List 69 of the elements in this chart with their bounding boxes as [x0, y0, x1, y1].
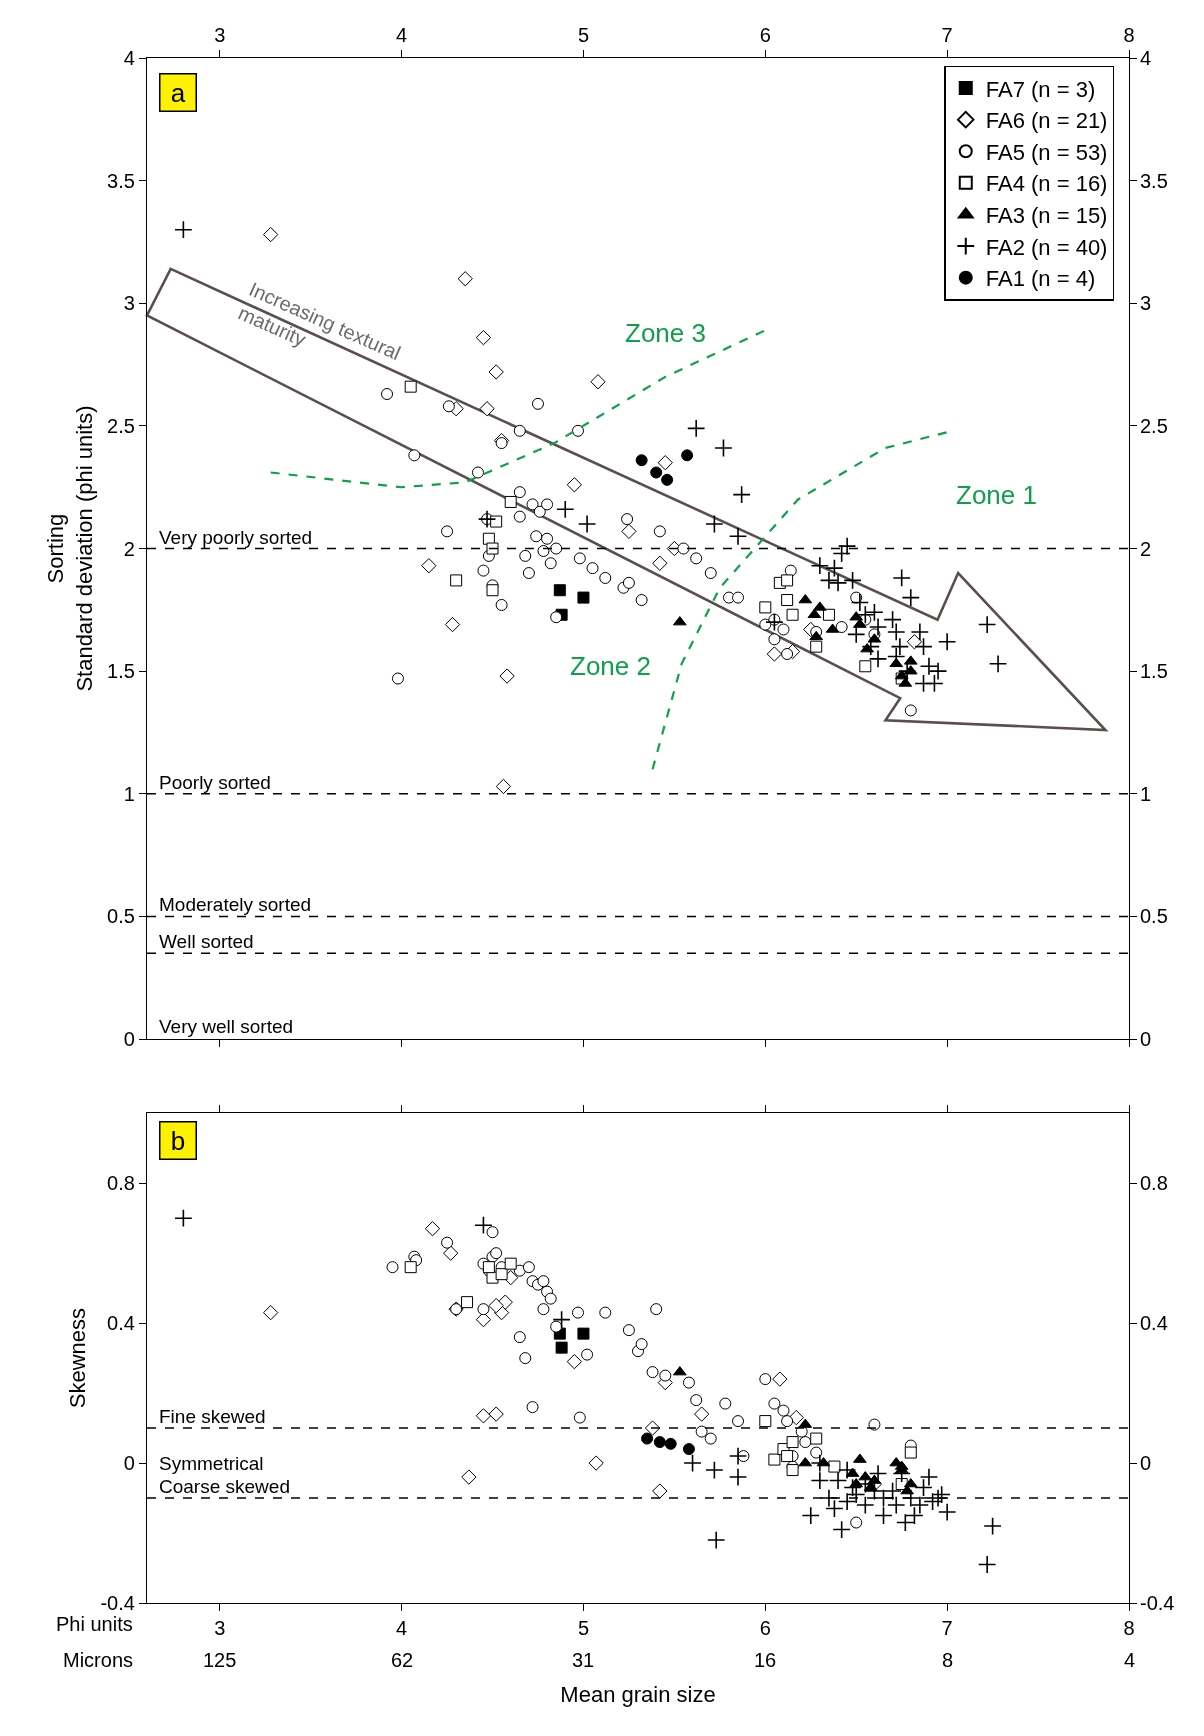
text: a — [163, 77, 193, 108]
legend-label: FA3 (n = 15) — [985, 203, 1108, 229]
x-tick-label: 7 — [941, 1617, 953, 1640]
y2-tick-label: -0.4 — [1140, 1592, 1175, 1614]
x-tick-label: 3 — [214, 23, 226, 46]
annotation: Zone 1 — [956, 480, 1037, 510]
y-tick-label: 1 — [123, 782, 135, 805]
x2-tick-label: 125 — [203, 1649, 237, 1671]
x-tick-label: 6 — [759, 23, 771, 46]
legend-label: FA2 (n = 40) — [985, 234, 1108, 260]
annotation: Zone 2 — [570, 651, 651, 681]
y2-tick-label: 2 — [1140, 538, 1152, 560]
y-tick-label: 1.5 — [107, 660, 135, 683]
y2-tick-label: 0.4 — [1140, 1312, 1168, 1334]
x-tick-label: 8 — [1123, 23, 1135, 46]
text: Phi units — [56, 1613, 133, 1635]
y-tick-label: 0 — [123, 1452, 135, 1475]
x-tick-label: 8 — [1123, 1617, 1135, 1640]
y2-tick-label: 0.5 — [1140, 905, 1168, 927]
y-tick-label: 0.5 — [107, 905, 135, 928]
annotation: Symmetrical — [159, 1453, 264, 1474]
annotation: Zone 3 — [625, 318, 706, 348]
legend-label: FA5 (n = 53) — [985, 139, 1108, 165]
text: b — [163, 1125, 193, 1156]
x-tick-label: 5 — [577, 23, 589, 46]
y-tick-label: 2 — [123, 537, 135, 560]
y-tick-label: 2.5 — [107, 414, 135, 437]
y2-tick-label: 3.5 — [1140, 170, 1168, 192]
y2-tick-label: 0.8 — [1140, 1172, 1168, 1194]
ref-line-label: Moderately sorted — [159, 894, 312, 915]
x-axis-title: Mean grain size — [560, 1682, 716, 1707]
legend-label: FA6 (n = 21) — [985, 108, 1108, 134]
x2-tick-label: 31 — [572, 1649, 595, 1671]
x-tick-label: 7 — [941, 23, 953, 46]
y-axis-title: Sorting Standard deviation (phi units) — [43, 405, 97, 692]
y2-tick-label: 2.5 — [1140, 415, 1168, 437]
y-tick-label: 3.5 — [107, 169, 135, 192]
y-tick-label: 0 — [123, 1028, 135, 1051]
x-tick-label: 4 — [396, 1617, 408, 1640]
ref-line-label: Coarse skewed — [159, 1476, 290, 1497]
ref-line-label: Poorly sorted — [159, 772, 271, 793]
y-axis-title: Skewness — [65, 1307, 91, 1409]
legend-label: FA4 (n = 16) — [985, 171, 1108, 197]
ref-line-label: Fine skewed — [159, 1406, 266, 1427]
legend-label: FA1 (n = 4) — [985, 266, 1096, 292]
legend-label: FA7 (n = 3) — [985, 76, 1096, 102]
y-tick-label: 0.4 — [107, 1312, 135, 1335]
y2-tick-label: 0 — [1140, 1028, 1152, 1050]
y2-tick-label: 0 — [1140, 1452, 1152, 1474]
y-tick-label: -0.4 — [100, 1592, 135, 1615]
x-tick-label: 3 — [214, 1617, 226, 1640]
y2-tick-label: 3 — [1140, 292, 1152, 314]
text: Microns — [63, 1649, 134, 1671]
y2-tick-label: 4 — [1140, 47, 1152, 69]
x2-tick-label: 16 — [754, 1649, 777, 1671]
y2-tick-label: 1 — [1140, 783, 1152, 805]
y-tick-label: 3 — [123, 292, 135, 315]
x2-tick-label: 62 — [391, 1649, 414, 1671]
y2-tick-label: 1.5 — [1140, 660, 1168, 682]
y-tick-label: 4 — [123, 47, 135, 69]
x-tick-label: 5 — [577, 1617, 589, 1640]
ref-line-label: Very poorly sorted — [159, 527, 313, 548]
x-tick-label: 6 — [759, 1617, 771, 1640]
x2-tick-label: 8 — [942, 1649, 954, 1671]
ref-line-label: Well sorted — [159, 931, 254, 952]
annotation: Very well sorted — [159, 1016, 294, 1037]
x2-tick-label: 4 — [1124, 1649, 1136, 1671]
x-tick-label: 4 — [396, 23, 408, 46]
y-tick-label: 0.8 — [107, 1172, 135, 1195]
